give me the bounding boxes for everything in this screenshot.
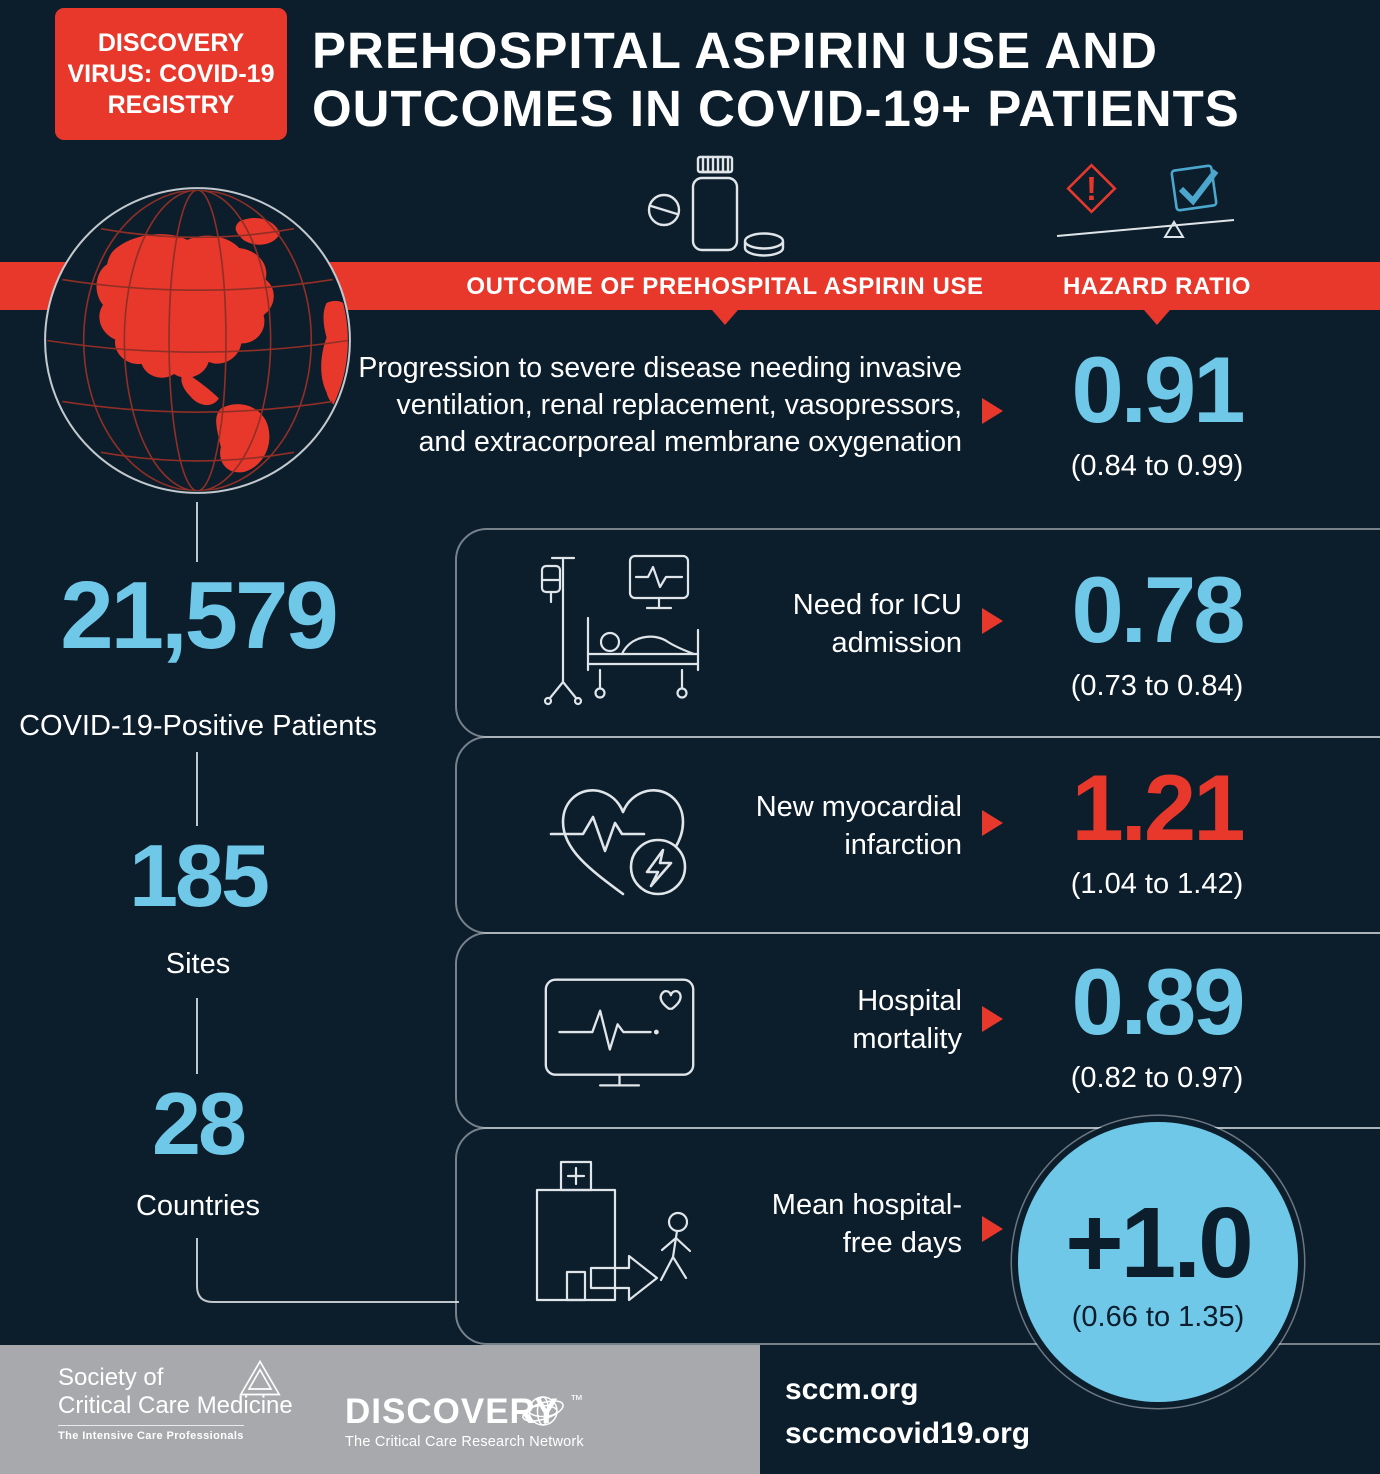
globe-icon [44,187,351,494]
sccm-logo-line-2: Critical Care Medicine [58,1392,293,1419]
page-title-line-1: PREHOSPITAL ASPIRIN USE AND [312,22,1158,79]
hazard-value-mi: 1.21 [1071,755,1246,860]
hazard-ci-severe: (0.84 to 0.99) [1070,450,1244,482]
hospital-discharge-icon [535,1160,692,1302]
page-title: PREHOSPITAL ASPIRIN USE AND OUTCOMES IN … [312,22,1240,138]
arrow-right-icon [982,608,1003,634]
sccm-triangle-icon [239,1359,281,1396]
discovery-trademark: ™ [570,1392,583,1407]
connector-line [196,752,198,826]
arrow-right-icon [982,1216,1003,1242]
page-title-line-2: OUTCOMES IN COVID-19+ PATIENTS [312,80,1240,137]
hazard-value-mortality: 0.89 [1071,949,1246,1054]
registry-badge-line-3: REGISTRY [107,90,235,119]
footer-bar [0,1345,760,1474]
hazard-ci-mortality: (0.82 to 0.97) [1070,1062,1244,1094]
arrow-right-icon [982,1006,1003,1032]
check-mark-icon [1178,169,1219,206]
hazard-ci-mi: (1.04 to 1.42) [1070,868,1244,900]
discovery-tagline: The Critical Care Research Network [345,1434,584,1450]
footer-urls: sccm.org sccmcovid19.org [785,1368,1030,1456]
outcome-label-severe: Progression to severe disease needing in… [358,352,962,458]
connector-line [196,502,198,562]
outcome-box-hospital-free-days [455,1127,1380,1345]
sites-count: 185 [129,826,270,925]
sccm-logo: Society of Critical Care Medicine The In… [58,1364,293,1444]
hospital-free-days-circle: +1.0 (0.66 to 1.35) [1018,1122,1298,1402]
hazard-balance-icon: ! [1056,163,1235,238]
aspirin-bottle-icon [647,155,785,257]
vitals-monitor-icon [544,978,695,1087]
heart-attack-icon [549,788,687,896]
warning-diamond-icon [1066,163,1117,214]
warning-glyph: ! [1086,170,1097,207]
outcome-column-header: OUTCOME OF PREHOSPITAL ASPIRIN USE [466,273,984,300]
hazard-column-header: HAZARD RATIO [1062,273,1252,300]
sccm-logo-line-1: Society of [58,1364,164,1391]
footer-url-primary: sccm.org [785,1373,919,1406]
discovery-globe-icon [522,1396,564,1426]
arrow-right-icon [982,398,1003,424]
registry-badge: DISCOVERY VIRUS: COVID-19 REGISTRY [55,8,287,140]
countries-count: 28 [152,1074,247,1173]
arrow-right-icon [982,810,1003,836]
hazard-value-hospital-free-days: +1.0 [1065,1186,1253,1299]
connector-elbow-line [196,1238,459,1303]
outcome-label-icu: Need for ICU admission [792,589,962,659]
connector-line [196,998,198,1074]
countries-label: Countries [135,1190,261,1222]
outcome-label-mortality: Hospital mortality [852,985,962,1055]
hazard-ci-hospital-free-days: (0.66 to 1.35) [1071,1300,1245,1333]
hazard-pointer-icon [1144,310,1170,325]
footer-url-secondary: sccmcovid19.org [785,1417,1031,1450]
patients-count: 21,579 [60,562,339,669]
registry-badge-line-1: DISCOVERY [97,28,245,57]
sites-label: Sites [165,948,231,980]
hazard-value-severe: 0.91 [1071,337,1246,442]
discovery-logo-name: DISCOVERY [345,1392,559,1431]
hazard-value-icu: 0.78 [1071,557,1246,662]
sccm-tagline: The Intensive Care Professionals [58,1425,244,1442]
icu-bed-icon [540,554,700,706]
registry-badge-line-2: VIRUS: COVID-19 [67,59,275,88]
outcome-label-hospital-free-days: Mean hospital-free days [771,1189,962,1259]
patients-label: COVID-19-Positive Patients [19,710,377,742]
outcome-pointer-icon [712,310,738,325]
hazard-ci-icu: (0.73 to 0.84) [1070,670,1244,702]
check-box-icon [1170,164,1218,212]
outcome-label-mi: New myocardial infarction [755,791,962,861]
